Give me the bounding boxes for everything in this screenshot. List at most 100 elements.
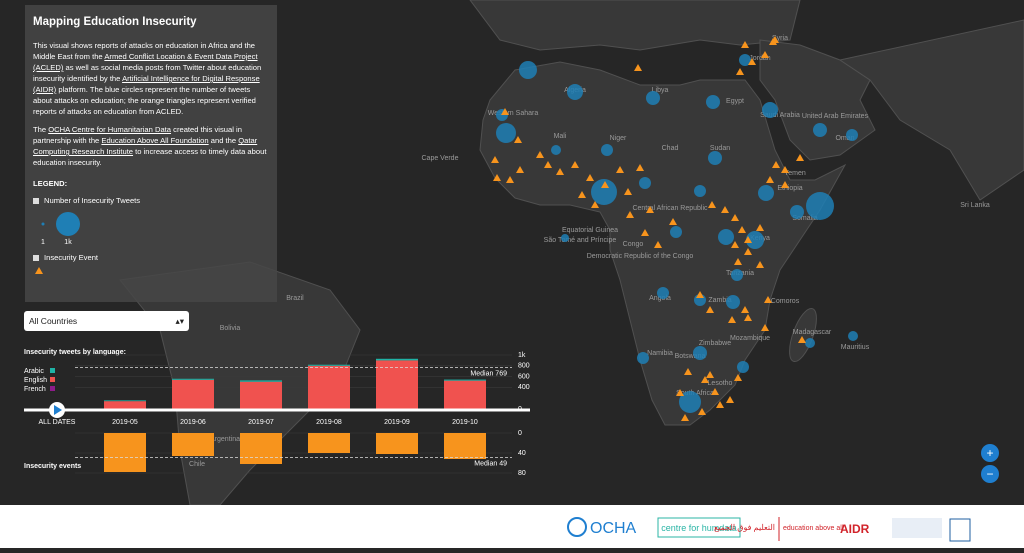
- x-tick-label: 2019-05: [112, 419, 138, 426]
- tweet-bar: [308, 366, 350, 409]
- zoom-in[interactable]: +: [981, 444, 999, 462]
- place-label: Congo: [623, 241, 644, 248]
- place-label: São Tomé and Príncipe: [544, 237, 617, 244]
- tweet-circle: [637, 352, 649, 364]
- tweet-circle: [646, 91, 660, 105]
- x-tick-label: 2019-09: [384, 419, 410, 426]
- x-tick-label: 2019-06: [180, 419, 206, 426]
- description: This visual shows reports of attacks on …: [33, 40, 269, 168]
- link[interactable]: Education Above All Foundation: [101, 136, 208, 145]
- layer-label: Number of Insecurity Tweets: [44, 196, 140, 205]
- place-label: Equatorial Guinea: [562, 227, 618, 234]
- tweet-bar: [444, 380, 486, 381]
- tweet-circle: [790, 205, 804, 219]
- place-label: Chad: [662, 145, 679, 152]
- place-label: Niger: [610, 135, 627, 142]
- tweet-bar: [104, 400, 146, 401]
- size-min-label: 1: [41, 239, 45, 246]
- tweet-circle: [496, 123, 516, 143]
- median-label: Median 49: [474, 460, 507, 467]
- tweet-circle: [706, 95, 720, 109]
- tweet-circle: [694, 185, 706, 197]
- y-tick-label: 400: [518, 384, 530, 391]
- place-label: Sri Lanka: [960, 202, 990, 209]
- country-select[interactable]: All Countries▴▾: [24, 311, 189, 331]
- tweet-circle: [601, 144, 613, 156]
- select-value: All Countries: [29, 316, 77, 326]
- place-label: Cape Verde: [422, 155, 459, 162]
- tweet-bar: [172, 380, 214, 409]
- tweet-circle: [718, 229, 734, 245]
- place-label: United Arab Emirates: [802, 113, 869, 120]
- hbku-logo: [892, 518, 942, 538]
- tweet-bar: [104, 401, 146, 409]
- link[interactable]: OCHA Centre for Humanitarian Data: [48, 125, 171, 134]
- place-label: Mauritius: [841, 344, 870, 351]
- x-tick-label: 2019-08: [316, 419, 342, 426]
- y-tick-label: 800: [518, 363, 530, 370]
- y-tick-label: 40: [518, 450, 526, 457]
- place-label: Western Sahara: [488, 110, 539, 117]
- y-tick-label: 80: [518, 470, 526, 477]
- text: and the: [209, 136, 239, 145]
- event-bar: [376, 433, 418, 454]
- aidr-logo: AIDR: [840, 522, 870, 536]
- tweet-circle: [551, 145, 561, 155]
- tweet-bar: [376, 359, 418, 361]
- legend-swatch: [50, 377, 55, 382]
- logos: OCHA centre for humdata التعليم فوق الجم…: [0, 505, 1024, 548]
- text: platform. The blue circles represent the…: [33, 85, 256, 116]
- event-bar: [444, 433, 486, 459]
- tweet-bar: [172, 379, 214, 380]
- legend-label: English: [24, 377, 47, 384]
- eaa-arabic: التعليم فوق الجميع: [714, 523, 775, 532]
- tweet-circle: [762, 102, 778, 118]
- size-max-circle: [56, 212, 80, 236]
- legend-label: French: [24, 386, 46, 393]
- panel-title: Mapping Education Insecurity: [33, 17, 269, 28]
- tweet-circle: [561, 234, 569, 242]
- tweet-circle: [806, 192, 834, 220]
- legend-label: Arabic: [24, 368, 44, 375]
- place-label: Sudan: [710, 145, 730, 152]
- tweet-circle: [519, 61, 537, 79]
- zoom-out[interactable]: −: [981, 465, 999, 483]
- tweet-circle: [731, 269, 743, 281]
- event-symbol: [33, 263, 53, 277]
- size-legend: 1 1k: [33, 206, 113, 248]
- tweet-circle: [567, 84, 583, 100]
- tweet-circle: [813, 123, 827, 137]
- text: The: [33, 125, 48, 134]
- median-label: Median 769: [470, 370, 507, 377]
- eaa-logo: education above all: [783, 525, 844, 532]
- place-label: Mali: [554, 133, 567, 140]
- y-tick-label: 0: [518, 430, 522, 437]
- legend-swatch: [50, 386, 55, 391]
- place-label: Democratic Republic of the Congo: [587, 253, 694, 260]
- charts: Insecurity tweets by language:0400600800…: [0, 340, 540, 505]
- place-label: Comoros: [771, 298, 800, 305]
- tweet-circle: [657, 287, 669, 299]
- tweet-circle: [670, 226, 682, 238]
- place-label: Namibia: [647, 350, 673, 357]
- tweet-bar: [308, 365, 350, 366]
- tweet-circle: [639, 177, 651, 189]
- event-bar: [308, 433, 350, 453]
- tweet-bar: [240, 382, 282, 409]
- tweet-circle: [805, 338, 815, 348]
- place-label: Zimbabwe: [699, 340, 731, 347]
- size-min-circle: [42, 223, 45, 226]
- tweet-circle: [737, 361, 749, 373]
- checkbox[interactable]: [33, 255, 39, 261]
- tweet-circle: [758, 185, 774, 201]
- checkbox[interactable]: [33, 198, 39, 204]
- y-tick-label: 600: [518, 373, 530, 380]
- place-label: Brazil: [286, 295, 304, 302]
- tweet-bar: [240, 380, 282, 381]
- ocha-logo: OCHA: [590, 520, 637, 537]
- x-tick-label: 2019-07: [248, 419, 274, 426]
- tweet-circle: [693, 346, 707, 360]
- europe: [470, 0, 800, 50]
- event-bar: [172, 433, 214, 456]
